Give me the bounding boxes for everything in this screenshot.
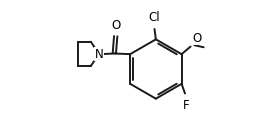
Text: N: N (95, 48, 104, 61)
Text: F: F (183, 99, 190, 112)
Text: O: O (111, 19, 120, 32)
Text: O: O (193, 31, 202, 44)
Text: Cl: Cl (149, 11, 160, 24)
